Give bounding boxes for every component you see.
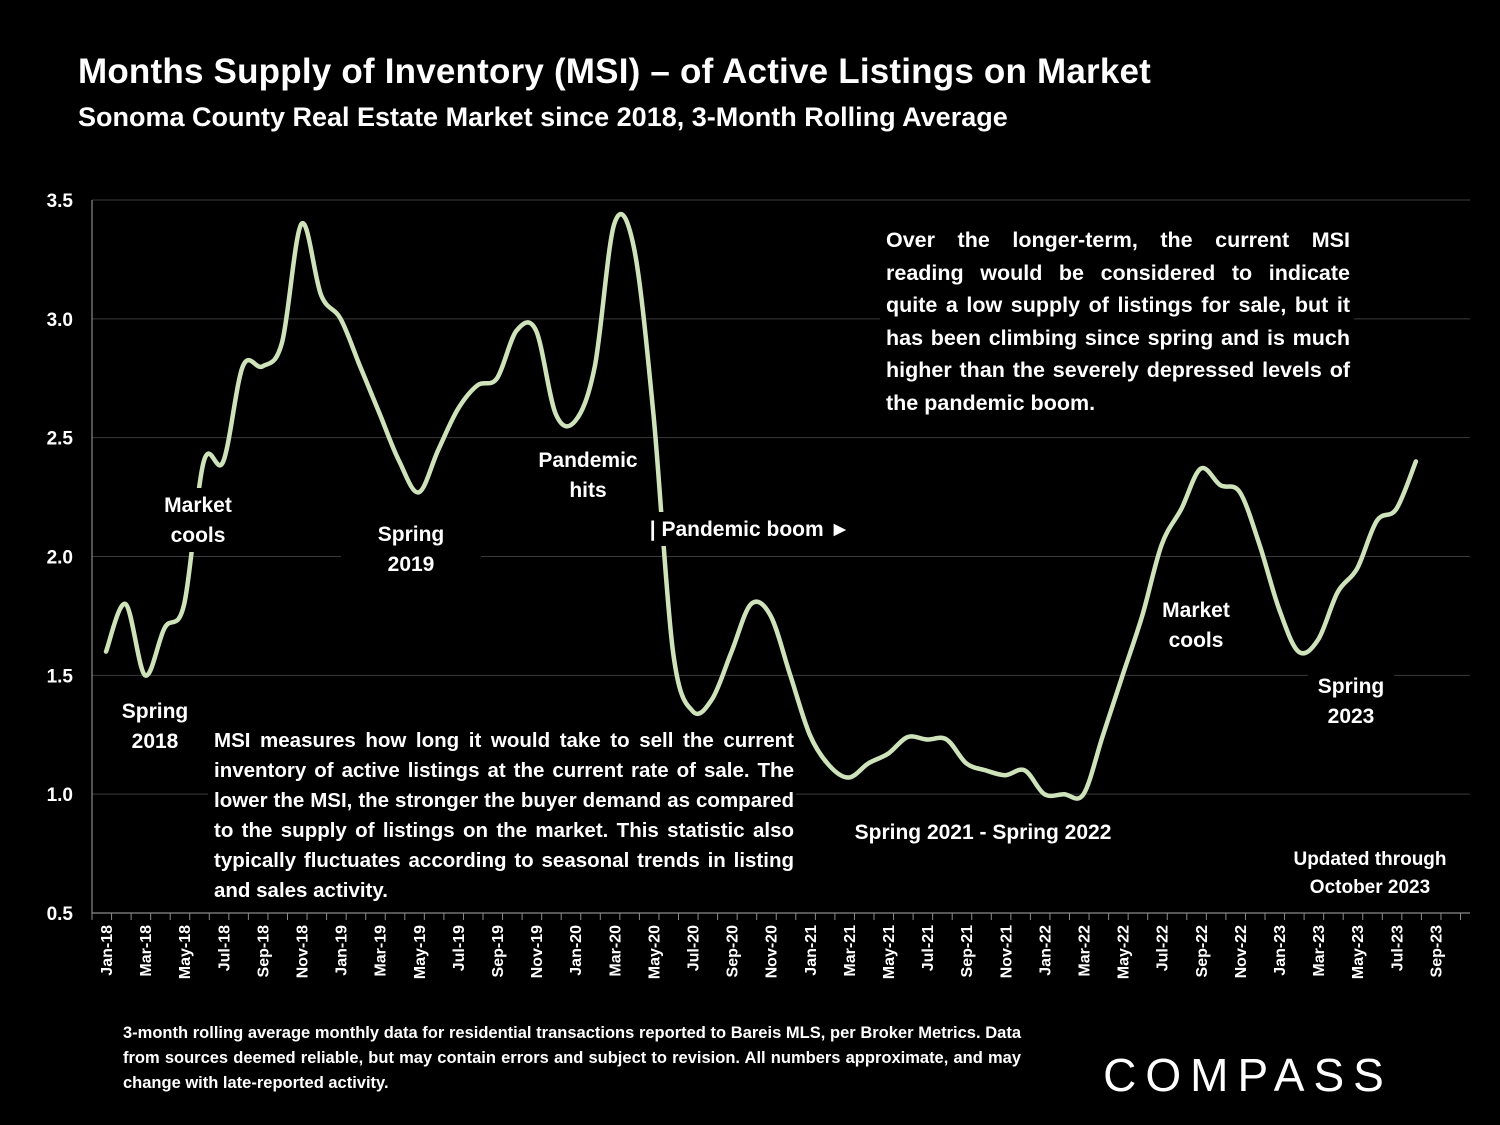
- annotation-backdrop: [1308, 669, 1394, 733]
- axes: 3.5 3.0 2.5 2.0 1.5 1.0 0.5 Jan-18 Mar-18 May-18 J…: [47, 191, 1470, 979]
- y-tick-label: 2.0: [47, 548, 73, 569]
- x-tick-label: Jul-23: [1389, 925, 1406, 971]
- x-tick-label: Mar-18: [138, 925, 155, 977]
- msi-definition-note: MSI measures how long it would take to s…: [208, 724, 796, 912]
- chart-subtitle: Sonoma County Real Estate Market since 2…: [78, 102, 1008, 132]
- annotation-backdrop: [847, 815, 1119, 849]
- annotation-market-cools-2022: Market cools: [1153, 593, 1239, 657]
- x-tick-label: Jul-20: [686, 925, 703, 971]
- annotation-pandemic-boom: | Pandemic boom ►: [640, 512, 860, 546]
- x-tick-label: Jan-21: [803, 925, 820, 976]
- x-tick-label: Sep-23: [1428, 925, 1445, 978]
- x-tick-label: Mar-20: [607, 925, 624, 977]
- x-tick-label: Nov-18: [295, 925, 312, 978]
- annotation-backdrop: [532, 443, 644, 507]
- annotation-backdrop: [1153, 593, 1239, 657]
- annotation-market-cools-2018: Market cools: [155, 488, 241, 552]
- x-tick-label: Mar-22: [1077, 925, 1094, 977]
- annotation-text: Pandemic: [538, 449, 638, 472]
- source-footnote: 3-month rolling average monthly data for…: [123, 1024, 1021, 1092]
- compass-logo: COMPASS: [1103, 1049, 1393, 1101]
- x-tick-label: Mar-21: [842, 925, 859, 977]
- annotation-pandemic-hits: Pandemic hits: [532, 443, 644, 507]
- x-tick-label: May-21: [881, 925, 898, 979]
- y-tick-label: 2.5: [47, 429, 74, 450]
- annotation-text: Market: [1162, 599, 1230, 622]
- x-tick-label: Sep-22: [1194, 925, 1211, 978]
- annotation-text: 2023: [1328, 705, 1375, 728]
- x-tick-label: Jul-21: [920, 925, 937, 971]
- x-tick-label: Jan-20: [568, 925, 585, 976]
- x-tick-label: May-19: [412, 925, 429, 979]
- annotation-text: cools: [171, 524, 226, 547]
- annotation-text: 2019: [388, 553, 435, 576]
- annotation-backdrop: [112, 694, 198, 758]
- annotation-text: Spring: [1318, 675, 1385, 698]
- annotation-text: 2018: [132, 730, 179, 753]
- y-tick-label: 1.0: [47, 785, 73, 806]
- chart-title: Months Supply of Inventory (MSI) – of Ac…: [78, 52, 1152, 91]
- x-tick-label: May-23: [1350, 925, 1367, 979]
- x-tick-label: Nov-20: [764, 925, 781, 978]
- updated-through-note: Updated through October 2023: [1275, 846, 1465, 902]
- y-tick-label: 0.5: [47, 904, 74, 925]
- series-layer: [103, 211, 1419, 801]
- x-tick-label: Mar-19: [373, 925, 390, 977]
- x-tick-label: Sep-20: [725, 925, 742, 978]
- x-tick-label: Jan-23: [1272, 925, 1289, 976]
- y-tick-label: 3.5: [47, 191, 74, 212]
- annotation-text: Market: [164, 494, 232, 517]
- annotation-backdrop: [640, 512, 860, 546]
- annotation-backdrop: [155, 488, 241, 552]
- longer-term-note: Over the longer-term, the current MSI re…: [880, 222, 1354, 426]
- annotation-text: Spring 2021 - Spring 2022: [855, 821, 1112, 844]
- x-tick-label: Jul-18: [216, 925, 233, 971]
- x-tick-label: Nov-19: [529, 925, 546, 978]
- annotations: Spring 2018 Market cools Spring 2019 Pandemic h…: [112, 443, 1394, 849]
- annotation-text: cools: [1169, 629, 1224, 652]
- x-tick-label: Jul-22: [1155, 925, 1172, 971]
- x-tick-label: May-20: [646, 925, 663, 979]
- y-tick-label: 1.5: [47, 666, 74, 687]
- x-tick-label: Jan-19: [334, 925, 351, 976]
- annotation-backdrop: [341, 517, 481, 581]
- annotation-text: Spring: [122, 700, 189, 723]
- y-tick-label: 3.0: [47, 310, 73, 331]
- annotation-text: | Pandemic boom ►: [650, 518, 851, 541]
- x-tick-label: May-22: [1116, 925, 1133, 979]
- x-tick-label: Sep-21: [959, 925, 976, 978]
- x-tick-label: Jul-19: [451, 925, 468, 971]
- annotation-text: hits: [569, 479, 606, 502]
- updated-line-2: October 2023: [1309, 877, 1431, 898]
- msi-series-line: [103, 211, 1419, 801]
- annotation-spring-2019: Spring 2019: [341, 517, 481, 581]
- annotation-spring-2021-2022: Spring 2021 - Spring 2022: [847, 815, 1119, 849]
- annotation-spring-2018: Spring 2018: [112, 694, 198, 758]
- x-tick-label: Jan-22: [1037, 925, 1054, 976]
- compass-logo-text: COMPASS: [1103, 1049, 1393, 1101]
- x-tick-label: Mar-23: [1311, 925, 1328, 977]
- x-tick-label: Nov-22: [1233, 925, 1250, 978]
- x-tick-label: Jan-18: [99, 925, 116, 976]
- annotation-text: Spring: [378, 523, 445, 546]
- updated-line-1: Updated through: [1293, 849, 1447, 870]
- x-tick-label: Sep-18: [255, 925, 272, 978]
- x-tick-label: Sep-19: [490, 925, 507, 978]
- annotation-spring-2023: Spring 2023: [1308, 669, 1394, 733]
- x-tick-label: Nov-21: [998, 925, 1015, 978]
- x-tick-label: May-18: [177, 925, 194, 979]
